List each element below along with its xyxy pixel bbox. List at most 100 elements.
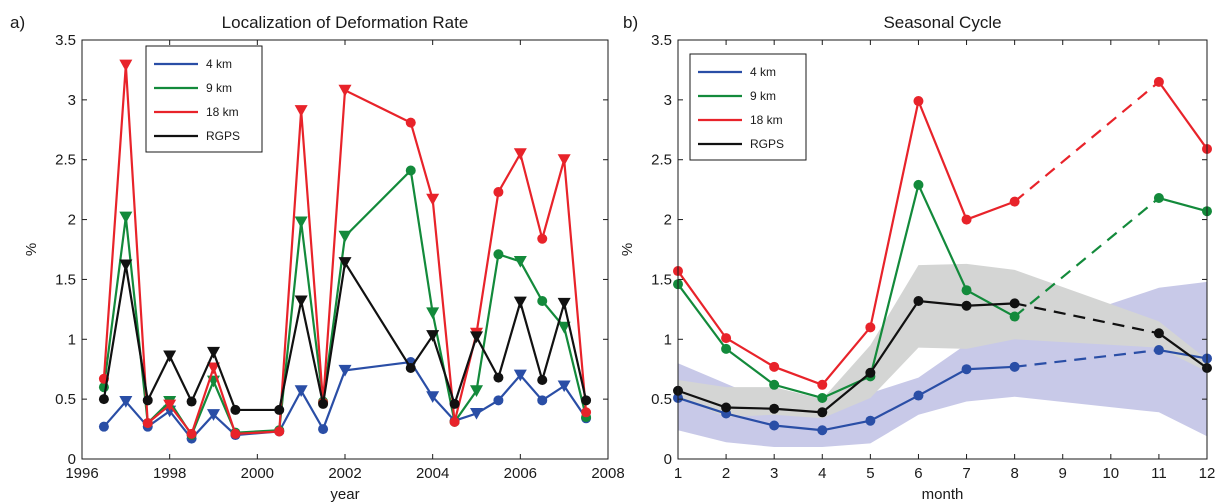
data-point [817, 379, 828, 390]
data-point [294, 105, 308, 117]
legend-label: RGPS [206, 129, 240, 143]
data-point [537, 295, 548, 306]
data-point [1153, 76, 1164, 87]
x-tick-label: 8 [1010, 465, 1018, 482]
data-point [207, 362, 220, 375]
panel-letter: b) [623, 13, 638, 32]
data-point [338, 84, 352, 97]
data-point [142, 418, 153, 429]
data-point [470, 385, 483, 397]
data-point [913, 179, 924, 190]
series-line-dashed [1014, 302, 1160, 335]
x-tick-label: 2002 [328, 465, 361, 482]
data-point [449, 398, 460, 409]
data-point [865, 367, 876, 378]
x-tick-label: 6 [914, 465, 922, 482]
series-rgps [98, 257, 592, 415]
data-point [186, 396, 197, 407]
data-point [1153, 345, 1164, 356]
y-tick-label: 0 [664, 451, 672, 468]
series-line [677, 365, 1015, 432]
data-point [230, 428, 241, 439]
chart-title: Seasonal Cycle [883, 13, 1001, 32]
data-point [1009, 361, 1020, 372]
y-axis-label: % [23, 243, 40, 256]
x-tick-label: 10 [1102, 465, 1119, 482]
data-point [274, 404, 285, 415]
data-point [119, 259, 133, 272]
legend-label: 9 km [750, 89, 776, 103]
y-tick-label: 2.5 [651, 152, 672, 169]
y-tick-label: 1.5 [651, 271, 672, 288]
data-point [119, 396, 133, 408]
legend: 4 km 9 km 18 km RGPS [145, 45, 263, 153]
series-line [1158, 348, 1208, 360]
data-point [426, 193, 440, 206]
legend: 4 km 9 km 18 km RGPS [689, 53, 807, 161]
series-line-dashed [1013, 81, 1160, 203]
data-point [913, 390, 924, 401]
data-point [769, 420, 780, 431]
y-tick-label: 0.5 [651, 391, 672, 408]
data-point [493, 249, 504, 260]
data-point [470, 407, 483, 420]
data-point [1153, 193, 1164, 204]
uncertainty-band-1 [678, 263, 1207, 419]
data-point [294, 385, 308, 397]
data-point [163, 399, 177, 412]
data-point [913, 96, 924, 107]
x-tick-label: 9 [1059, 465, 1067, 482]
x-tick-label: 3 [770, 465, 778, 482]
data-point [721, 343, 732, 354]
data-point [537, 374, 548, 385]
data-point [557, 297, 571, 310]
y-axis-label: % [619, 243, 636, 256]
data-point [865, 322, 876, 333]
data-point [513, 148, 527, 160]
data-point [1009, 311, 1020, 322]
data-point [207, 346, 220, 359]
data-point [817, 392, 828, 403]
data-point [769, 361, 780, 372]
data-point [493, 372, 504, 383]
data-point [405, 363, 416, 374]
data-point [426, 391, 440, 403]
y-tick-label: 0 [68, 451, 76, 468]
data-point [426, 307, 440, 320]
x-tick-label: 2 [722, 465, 730, 482]
data-point [513, 369, 527, 382]
data-point [405, 165, 416, 176]
data-point [318, 398, 329, 409]
data-point [405, 117, 416, 128]
data-point [1009, 196, 1020, 207]
y-tick-label: 1 [68, 331, 76, 348]
data-point [142, 395, 153, 406]
y-tick-label: 3 [664, 92, 672, 109]
y-tick-label: 1.5 [55, 271, 76, 288]
series-line [677, 181, 1016, 400]
data-point [294, 216, 308, 229]
data-point [537, 395, 548, 406]
legend-label: 18 km [206, 105, 239, 119]
data-point [913, 295, 924, 306]
data-point [961, 364, 972, 375]
data-point [1009, 298, 1020, 309]
series-line [677, 97, 1016, 387]
data-point [557, 154, 571, 166]
x-tick-label: 2000 [241, 465, 274, 482]
legend-label: 4 km [206, 57, 232, 71]
data-point [98, 421, 109, 432]
data-point [207, 409, 220, 421]
x-tick-label: 2008 [591, 465, 624, 482]
data-point [557, 321, 571, 334]
data-point [493, 395, 504, 406]
data-point [961, 214, 972, 225]
data-point [581, 407, 592, 418]
data-point [338, 230, 352, 243]
series-line [102, 168, 588, 438]
x-tick-label: 1998 [153, 465, 186, 482]
data-point [1153, 328, 1164, 339]
data-point [119, 59, 133, 72]
